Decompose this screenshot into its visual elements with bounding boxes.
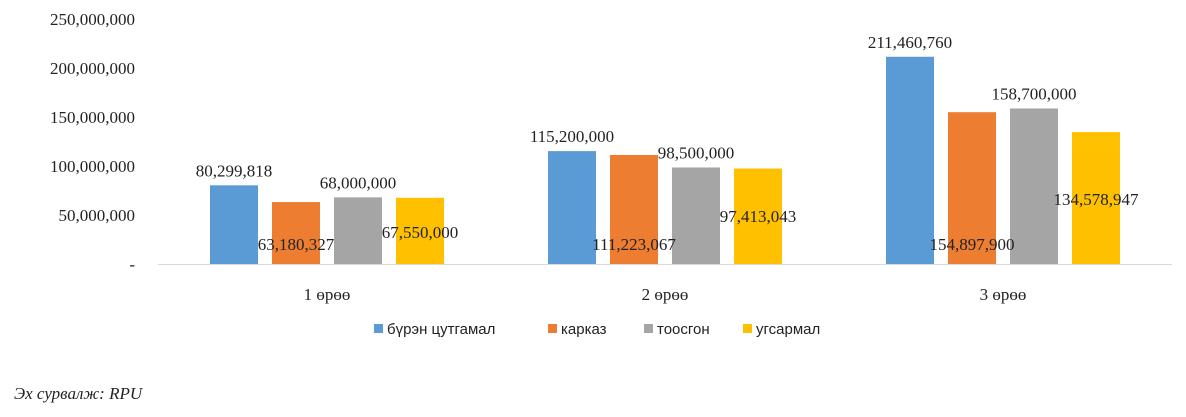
legend-entry: угсармал (756, 321, 820, 338)
y-tick-label: - (129, 255, 135, 274)
category-axis: 1 өрөө 2 өрөө 3 өрөө (304, 285, 1027, 304)
bar (548, 151, 596, 264)
data-label: 68,000,000 (320, 173, 397, 192)
category-label: 3 өрөө (980, 285, 1027, 304)
legend-swatch (743, 324, 752, 333)
category-label: 2 өрөө (642, 285, 689, 304)
bar (734, 168, 782, 264)
category-label: 1 өрөө (304, 285, 351, 304)
y-tick-label: 250,000,000 (50, 10, 135, 29)
y-tick-label: 200,000,000 (50, 59, 135, 78)
data-label: 98,500,000 (658, 143, 735, 162)
y-tick-label: 100,000,000 (50, 157, 135, 176)
y-tick-label: 50,000,000 (59, 206, 136, 225)
data-label: 115,200,000 (530, 127, 614, 146)
data-label: 111,223,067 (592, 235, 676, 254)
bar (1072, 132, 1120, 264)
bar (672, 167, 720, 264)
bar (272, 202, 320, 264)
legend-entry: тоосгон (657, 321, 710, 338)
bar (1010, 108, 1058, 264)
bar (610, 155, 658, 264)
data-label: 80,299,818 (196, 161, 273, 180)
legend-entry: карказ (561, 321, 607, 338)
y-tick-label: 150,000,000 (50, 108, 135, 127)
data-labels: 80,299,818 63,180,327 68,000,000 67,550,000… (196, 33, 1139, 254)
data-label: 67,550,000 (382, 223, 459, 242)
y-axis: - 50,000,000 100,000,000 150,000,000 200,000… (50, 10, 135, 274)
legend: бүрэн цутгамал карказ тоосгон угсармал (374, 321, 820, 338)
data-label: 63,180,327 (258, 235, 335, 254)
data-label: 154,897,900 (930, 235, 1015, 254)
bar (948, 112, 996, 264)
bar (210, 185, 258, 264)
source-note: Эх сурвалж: RPU (14, 384, 143, 403)
bar (396, 197, 444, 264)
data-label: 97,413,043 (720, 207, 797, 226)
legend-swatch (548, 324, 557, 333)
bar (886, 56, 934, 264)
legend-entry: бүрэн цутгамал (387, 321, 495, 338)
plot-area (158, 56, 1172, 265)
bar-chart: - 50,000,000 100,000,000 150,000,000 200,000… (50, 10, 1172, 338)
data-label: 134,578,947 (1054, 190, 1140, 209)
bar (334, 197, 382, 264)
legend-swatch (644, 324, 653, 333)
data-label: 158,700,000 (992, 84, 1077, 103)
legend-swatch (374, 324, 383, 333)
data-label: 211,460,760 (868, 33, 952, 52)
